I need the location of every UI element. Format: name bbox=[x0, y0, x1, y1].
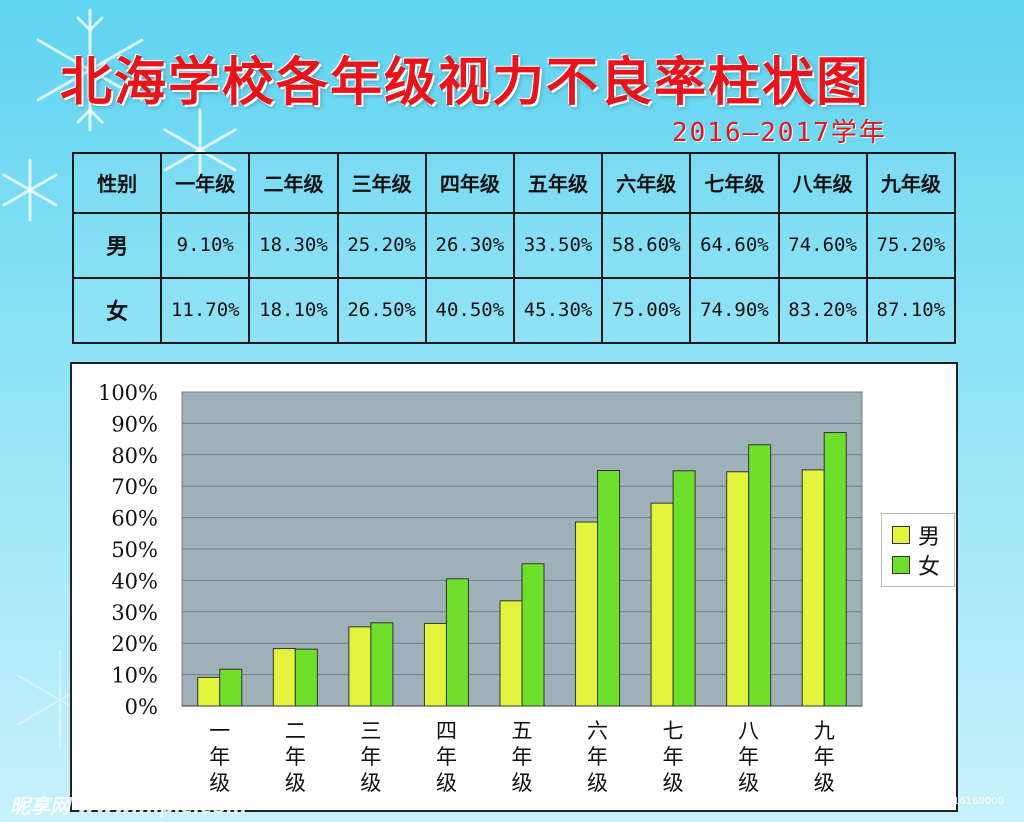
stats-table: 性别 一年级 二年级 三年级 四年级 五年级 六年级 七年级 八年级 九年级 男… bbox=[71, 152, 957, 345]
table-cell: 11.70% bbox=[160, 276, 251, 345]
x-tick-label: 四年级 bbox=[436, 719, 457, 795]
table-cell: 45.30% bbox=[512, 276, 604, 345]
x-tick-label: 六年级 bbox=[587, 719, 608, 795]
bar-male bbox=[499, 600, 523, 707]
x-tick-label: 九年级 bbox=[814, 719, 835, 795]
table-header-row: 性别 一年级 二年级 三年级 四年级 五年级 六年级 七年级 八年级 九年级 bbox=[71, 152, 957, 214]
table-cell: 75.00% bbox=[601, 276, 692, 345]
y-tick-label: 30% bbox=[111, 601, 158, 625]
bar-female bbox=[597, 470, 621, 707]
table-header-cell: 七年级 bbox=[689, 152, 780, 214]
x-tick-label: 一年级 bbox=[209, 719, 230, 795]
table-header-cell: 五年级 bbox=[512, 152, 604, 214]
table-cell: 75.20% bbox=[865, 211, 957, 279]
y-tick-label: 50% bbox=[111, 538, 158, 562]
bar-male bbox=[197, 676, 221, 707]
legend-label-female: 女 bbox=[918, 555, 941, 580]
y-tick-label: 0% bbox=[125, 695, 158, 719]
legend-label-male: 男 bbox=[918, 525, 941, 550]
chart-container: 0% 10% 20% 30% 40% 50% 60% 70% 80% 90% 100% 一年级 二年级 三… bbox=[70, 362, 958, 812]
bar-female bbox=[219, 668, 243, 707]
table-cell: 25.20% bbox=[336, 211, 427, 279]
legend-item-female: 女 bbox=[892, 552, 941, 580]
bar-male bbox=[726, 471, 750, 707]
bar-male bbox=[575, 521, 599, 707]
table-cell: 58.60% bbox=[601, 211, 692, 279]
table-cell: 64.60% bbox=[689, 211, 780, 279]
bar-male bbox=[801, 469, 825, 707]
table-cell: 74.60% bbox=[777, 211, 868, 279]
image-id-text: ID:28534320 NO:20190525104616168000 bbox=[790, 796, 1004, 807]
table-cell: 33.50% bbox=[512, 211, 604, 279]
y-tick-label: 60% bbox=[111, 507, 158, 531]
table-header-cell: 二年级 bbox=[248, 152, 339, 214]
table-row-label: 女 bbox=[71, 276, 163, 345]
bar-female bbox=[294, 648, 318, 707]
table-cell: 18.10% bbox=[248, 276, 339, 345]
watermark-text: 昵享网 www.nipic.com bbox=[10, 794, 247, 818]
snowflake-decoration bbox=[2, 8, 237, 222]
legend-swatch-female bbox=[892, 556, 910, 574]
table-row: 女 11.70% 18.10% 26.50% 40.50% 45.30% 75.… bbox=[71, 276, 957, 345]
y-tick-label: 20% bbox=[111, 632, 158, 656]
table-header-cell: 性别 bbox=[71, 152, 163, 214]
table-cell: 9.10% bbox=[160, 211, 251, 279]
y-tick-label: 10% bbox=[111, 664, 158, 688]
table-cell: 40.50% bbox=[424, 276, 515, 345]
y-tick-label: 80% bbox=[111, 444, 158, 468]
table-cell: 83.20% bbox=[777, 276, 868, 345]
bar-male bbox=[423, 622, 447, 707]
table-cell: 87.10% bbox=[865, 276, 957, 345]
page-title: 北海学校各年级视力不良率柱状图 bbox=[60, 53, 871, 113]
x-tick-label: 三年级 bbox=[360, 719, 381, 795]
bar-female bbox=[672, 470, 696, 707]
table-cell: 26.30% bbox=[424, 211, 515, 279]
legend-swatch-male bbox=[892, 526, 910, 544]
y-tick-label: 90% bbox=[111, 412, 158, 436]
x-tick-label: 八年级 bbox=[738, 719, 759, 795]
page-subtitle: 2016—2017学年 bbox=[672, 118, 887, 148]
table-header-cell: 九年级 bbox=[865, 152, 957, 214]
y-tick-label: 40% bbox=[111, 569, 158, 593]
bar-chart: 0% 10% 20% 30% 40% 50% 60% 70% 80% 90% 100% 一年级 二年级 三… bbox=[98, 381, 863, 795]
x-tick-label: 二年级 bbox=[285, 719, 306, 795]
table-row: 男 9.10% 18.30% 25.20% 26.30% 33.50% 58.6… bbox=[71, 211, 957, 279]
table-header-cell: 一年级 bbox=[160, 152, 251, 214]
table-header-cell: 六年级 bbox=[601, 152, 692, 214]
bar-female bbox=[748, 444, 772, 707]
chart-legend: 男 女 bbox=[881, 513, 955, 587]
bar-female bbox=[445, 578, 469, 707]
y-tick-label: 70% bbox=[111, 475, 158, 499]
y-tick-label: 100% bbox=[98, 381, 158, 405]
table-header-cell: 三年级 bbox=[336, 152, 427, 214]
table-cell: 18.30% bbox=[248, 211, 339, 279]
bar-female bbox=[521, 563, 545, 707]
table-cell: 74.90% bbox=[689, 276, 780, 345]
bar-male bbox=[272, 648, 296, 707]
table-header-cell: 八年级 bbox=[777, 152, 868, 214]
bar-female bbox=[370, 622, 394, 707]
legend-item-male: 男 bbox=[892, 522, 941, 550]
table-row-label: 男 bbox=[71, 211, 163, 279]
x-tick-label: 五年级 bbox=[512, 719, 533, 795]
table-cell: 26.50% bbox=[336, 276, 427, 345]
bar-male bbox=[348, 626, 372, 707]
bar-male bbox=[650, 502, 674, 707]
bar-female bbox=[823, 432, 847, 707]
table-header-cell: 四年级 bbox=[424, 152, 515, 214]
x-tick-label: 七年级 bbox=[663, 719, 684, 795]
